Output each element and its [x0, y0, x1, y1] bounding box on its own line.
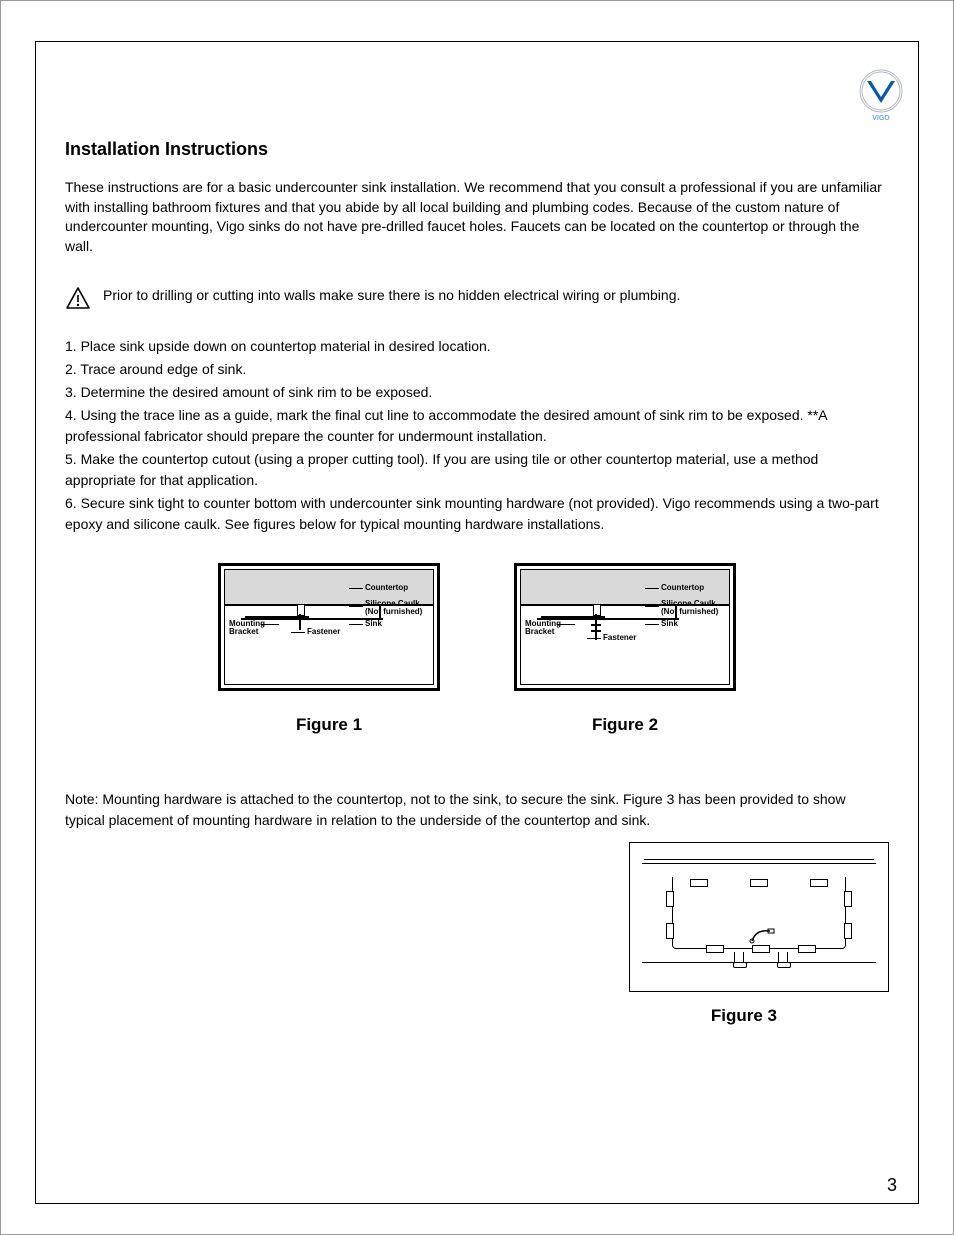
figure-2-frame: Countertop Silicone Caulk (Not furnished… [514, 563, 736, 691]
fig3-drain-2 [778, 952, 788, 967]
step-5: 5. Make the countertop cutout (using a p… [65, 449, 889, 491]
label-sink: Sink [661, 620, 678, 628]
brand-logo: VIGO [857, 69, 905, 128]
instruction-list: 1. Place sink upside down on countertop … [65, 336, 889, 535]
figure-1-caption: Figure 1 [218, 715, 440, 735]
page-content: VIGO Installation Instructions These ins… [35, 41, 919, 1204]
fig3-faucet-icon [748, 925, 778, 945]
fig1-fastener [295, 604, 305, 632]
fig3-drain-1 [734, 952, 744, 967]
warning-row: Prior to drilling or cutting into walls … [65, 286, 889, 310]
label-silicone2: (Not furnished) [661, 608, 718, 616]
figure-3-caption: Figure 3 [65, 1006, 889, 1026]
figures-row-1: Countertop Silicone Caulk (Not furnished… [65, 563, 889, 735]
step-2: 2. Trace around edge of sink. [65, 359, 889, 380]
page-number: 3 [887, 1175, 897, 1196]
step-4: 4. Using the trace line as a guide, mark… [65, 405, 889, 447]
label-fastener: Fastener [307, 628, 340, 636]
step-3: 3. Determine the desired amount of sink … [65, 382, 889, 403]
label-bracket2: Bracket [229, 628, 258, 636]
warning-icon [65, 286, 91, 310]
intro-paragraph: These instructions are for a basic under… [65, 178, 889, 256]
label-sink: Sink [365, 620, 382, 628]
figure-2: Countertop Silicone Caulk (Not furnished… [514, 563, 736, 735]
step-6: 6. Secure sink tight to counter bottom w… [65, 493, 889, 535]
figure-3 [629, 842, 889, 992]
svg-text:VIGO: VIGO [872, 115, 890, 122]
figure-1: Countertop Silicone Caulk (Not furnished… [218, 563, 440, 735]
section-title: Installation Instructions [65, 139, 889, 160]
label-silicone2: (Not furnished) [365, 608, 422, 616]
figure-3-wrap [65, 842, 889, 992]
step-1: 1. Place sink upside down on countertop … [65, 336, 889, 357]
figure-2-caption: Figure 2 [514, 715, 736, 735]
label-fastener: Fastener [603, 634, 636, 642]
figure-1-frame: Countertop Silicone Caulk (Not furnished… [218, 563, 440, 691]
label-countertop: Countertop [661, 584, 704, 592]
label-bracket2: Bracket [525, 628, 554, 636]
page-sheet: VIGO Installation Instructions These ins… [0, 0, 954, 1235]
warning-text: Prior to drilling or cutting into walls … [103, 286, 680, 306]
label-countertop: Countertop [365, 584, 408, 592]
note-paragraph: Note: Mounting hardware is attached to t… [65, 789, 889, 830]
vigo-logo-icon: VIGO [857, 69, 905, 123]
